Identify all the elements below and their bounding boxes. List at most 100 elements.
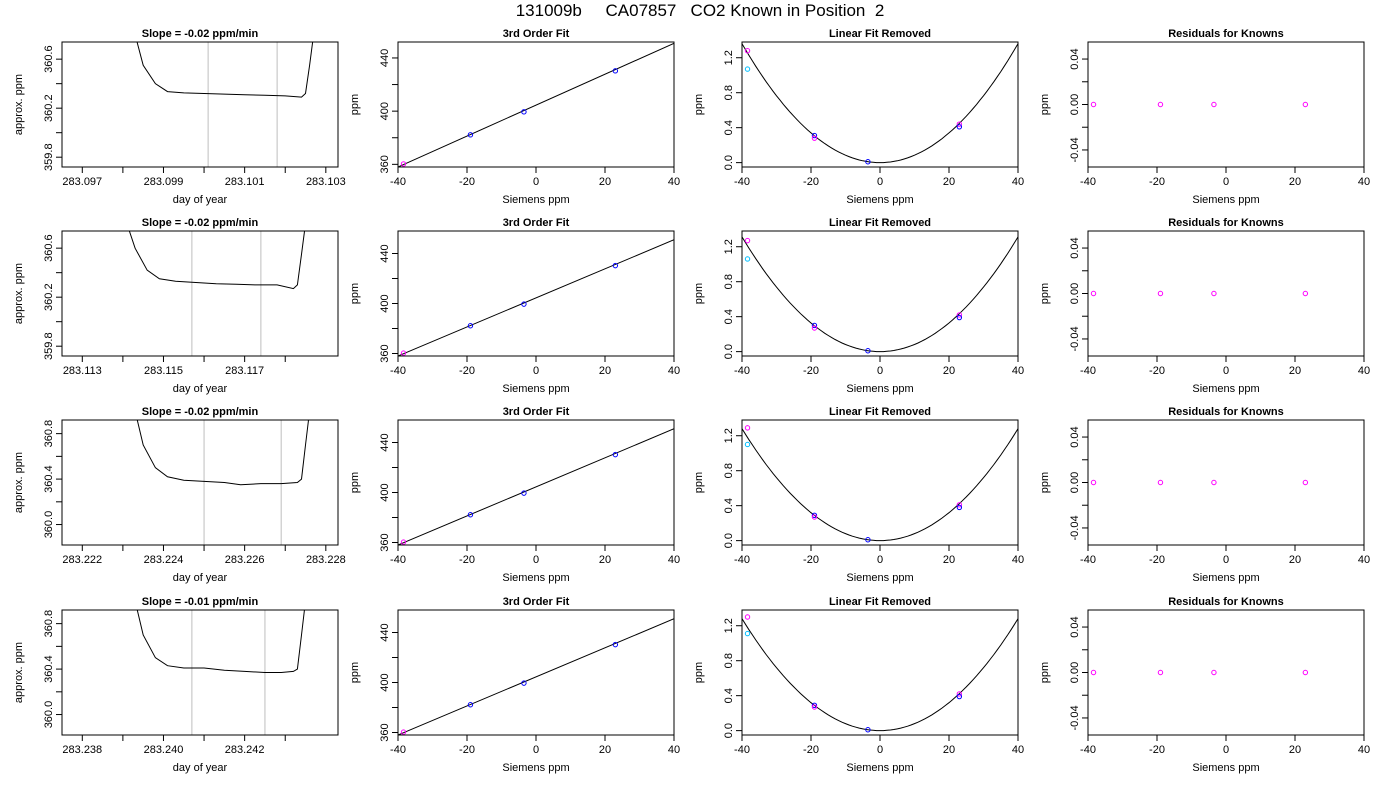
x-tick-label: -40 bbox=[1080, 365, 1096, 377]
x-tick-label: -20 bbox=[1149, 744, 1165, 756]
x-tick-label: 40 bbox=[668, 176, 680, 188]
plot-frame bbox=[1087, 609, 1365, 736]
y-tick-label: 0.0 bbox=[723, 344, 735, 359]
y-tick-label: 1.2 bbox=[723, 428, 735, 443]
y-tick-label: 360.2 bbox=[43, 283, 55, 311]
x-tick-label: 20 bbox=[943, 365, 955, 377]
panel-title: 3rd Order Fit bbox=[503, 406, 570, 418]
x-tick-label: 40 bbox=[1012, 176, 1024, 188]
x-tick-label: -20 bbox=[803, 744, 819, 756]
plot-area bbox=[128, 231, 306, 356]
y-tick-label: 0.04 bbox=[1069, 616, 1081, 637]
x-tick-label: -40 bbox=[390, 554, 406, 566]
data-point bbox=[467, 323, 474, 329]
plot-area bbox=[742, 614, 1018, 733]
data-point bbox=[865, 727, 871, 733]
panel-title: Linear Fit Removed bbox=[829, 596, 931, 608]
data-point bbox=[865, 348, 871, 354]
x-tick-label: 283.222 bbox=[62, 554, 102, 566]
y-tick-label: 359.8 bbox=[43, 143, 55, 171]
panel-title: Residuals for Knowns bbox=[1168, 217, 1284, 229]
plot-area bbox=[398, 239, 674, 356]
x-tick-label: -20 bbox=[803, 554, 819, 566]
x-tick-label: -40 bbox=[734, 744, 750, 756]
x-axis-label: day of year bbox=[173, 194, 228, 206]
y-axis-label: ppm bbox=[693, 662, 705, 683]
y-axis-label: ppm bbox=[693, 94, 705, 115]
x-tick-label: 40 bbox=[1012, 554, 1024, 566]
y-axis-label: approx. ppm bbox=[13, 74, 25, 135]
data-point bbox=[1211, 290, 1217, 297]
y-tick-label: -0.04 bbox=[1069, 515, 1081, 540]
x-axis-label: day of year bbox=[173, 572, 228, 584]
y-tick-label: 0.04 bbox=[1069, 426, 1081, 447]
x-tick-label: 283.103 bbox=[306, 176, 346, 188]
plot-area bbox=[398, 618, 674, 735]
data-point bbox=[1211, 669, 1217, 676]
y-tick-label: 360.0 bbox=[43, 511, 55, 539]
y-tick-label: 400 bbox=[379, 102, 391, 120]
y-tick-label: 360.4 bbox=[43, 465, 55, 493]
x-tick-label: 20 bbox=[599, 365, 611, 377]
panel-1-4: Residuals for Knowns -40 -20 0 20 40 -0.04 0.00… bbox=[1039, 28, 1370, 206]
panel-title: 3rd Order Fit bbox=[503, 217, 570, 229]
x-axis-label: Siemens ppm bbox=[502, 194, 569, 206]
plot-area bbox=[136, 42, 314, 167]
x-axis-label: Siemens ppm bbox=[502, 762, 569, 774]
plot-frame bbox=[741, 419, 1019, 546]
x-tick-label: -20 bbox=[459, 554, 475, 566]
y-tick-label: 0.0 bbox=[723, 723, 735, 738]
x-tick-label: 20 bbox=[943, 554, 955, 566]
x-tick-label: -20 bbox=[459, 365, 475, 377]
data-point bbox=[956, 504, 963, 511]
x-tick-label: 0 bbox=[533, 365, 539, 377]
panel-1-2: 3rd Order Fit -40 -20 0 20 40 360 400 440 Siemens… bbox=[349, 28, 680, 206]
data-point bbox=[1302, 101, 1309, 108]
panel-3-2: 3rd Order Fit -40 -20 0 20 40 360 400 440 Siemens… bbox=[349, 406, 680, 584]
x-tick-label: 283.113 bbox=[63, 365, 102, 377]
x-tick-label: 20 bbox=[1289, 554, 1301, 566]
data-point bbox=[956, 121, 963, 127]
y-tick-label: 0.0 bbox=[723, 155, 735, 170]
x-tick-label: -40 bbox=[1080, 554, 1096, 566]
x-tick-label: 0 bbox=[877, 365, 883, 377]
data-point bbox=[467, 132, 474, 138]
panel-1-1: Slope = -0.02 ppm/min 283.097 283.099 283.1… bbox=[13, 28, 346, 206]
x-tick-label: 40 bbox=[1012, 744, 1024, 756]
x-tick-label: -20 bbox=[459, 744, 475, 756]
data-point bbox=[1157, 479, 1164, 486]
x-tick-label: 283.240 bbox=[144, 744, 184, 756]
y-axis-label: ppm bbox=[349, 94, 361, 115]
data-point bbox=[467, 702, 474, 708]
x-tick-label: 20 bbox=[599, 744, 611, 756]
x-tick-label: -20 bbox=[459, 176, 475, 188]
panel-title: 3rd Order Fit bbox=[503, 28, 570, 40]
y-axis-label: ppm bbox=[693, 283, 705, 304]
data-point bbox=[400, 539, 407, 545]
x-axis-label: day of year bbox=[173, 762, 228, 774]
x-tick-label: 40 bbox=[668, 744, 680, 756]
plot-frame bbox=[61, 230, 339, 357]
x-tick-label: 283.238 bbox=[62, 744, 102, 756]
y-tick-label: 0.4 bbox=[723, 309, 735, 324]
x-tick-label: 20 bbox=[943, 744, 955, 756]
plot-frame bbox=[1087, 41, 1365, 168]
data-point bbox=[811, 514, 818, 520]
y-tick-label: 360 bbox=[379, 155, 391, 173]
data-point bbox=[467, 512, 474, 518]
y-axis-label: approx. ppm bbox=[13, 452, 25, 513]
y-axis-label: approx. ppm bbox=[13, 642, 25, 703]
plot-area bbox=[1090, 101, 1309, 108]
data-point bbox=[1157, 669, 1164, 676]
x-tick-label: -40 bbox=[734, 554, 750, 566]
y-tick-label: -0.04 bbox=[1069, 137, 1081, 162]
y-tick-label: 1.2 bbox=[723, 618, 735, 633]
x-tick-label: 283.115 bbox=[144, 365, 183, 377]
x-axis-label: Siemens ppm bbox=[1192, 762, 1259, 774]
data-point bbox=[521, 490, 527, 496]
x-tick-label: 283.228 bbox=[306, 554, 346, 566]
x-tick-label: 0 bbox=[1223, 176, 1229, 188]
fit-curve bbox=[742, 618, 1018, 732]
plot-frame bbox=[61, 419, 339, 546]
x-tick-label: -40 bbox=[390, 176, 406, 188]
